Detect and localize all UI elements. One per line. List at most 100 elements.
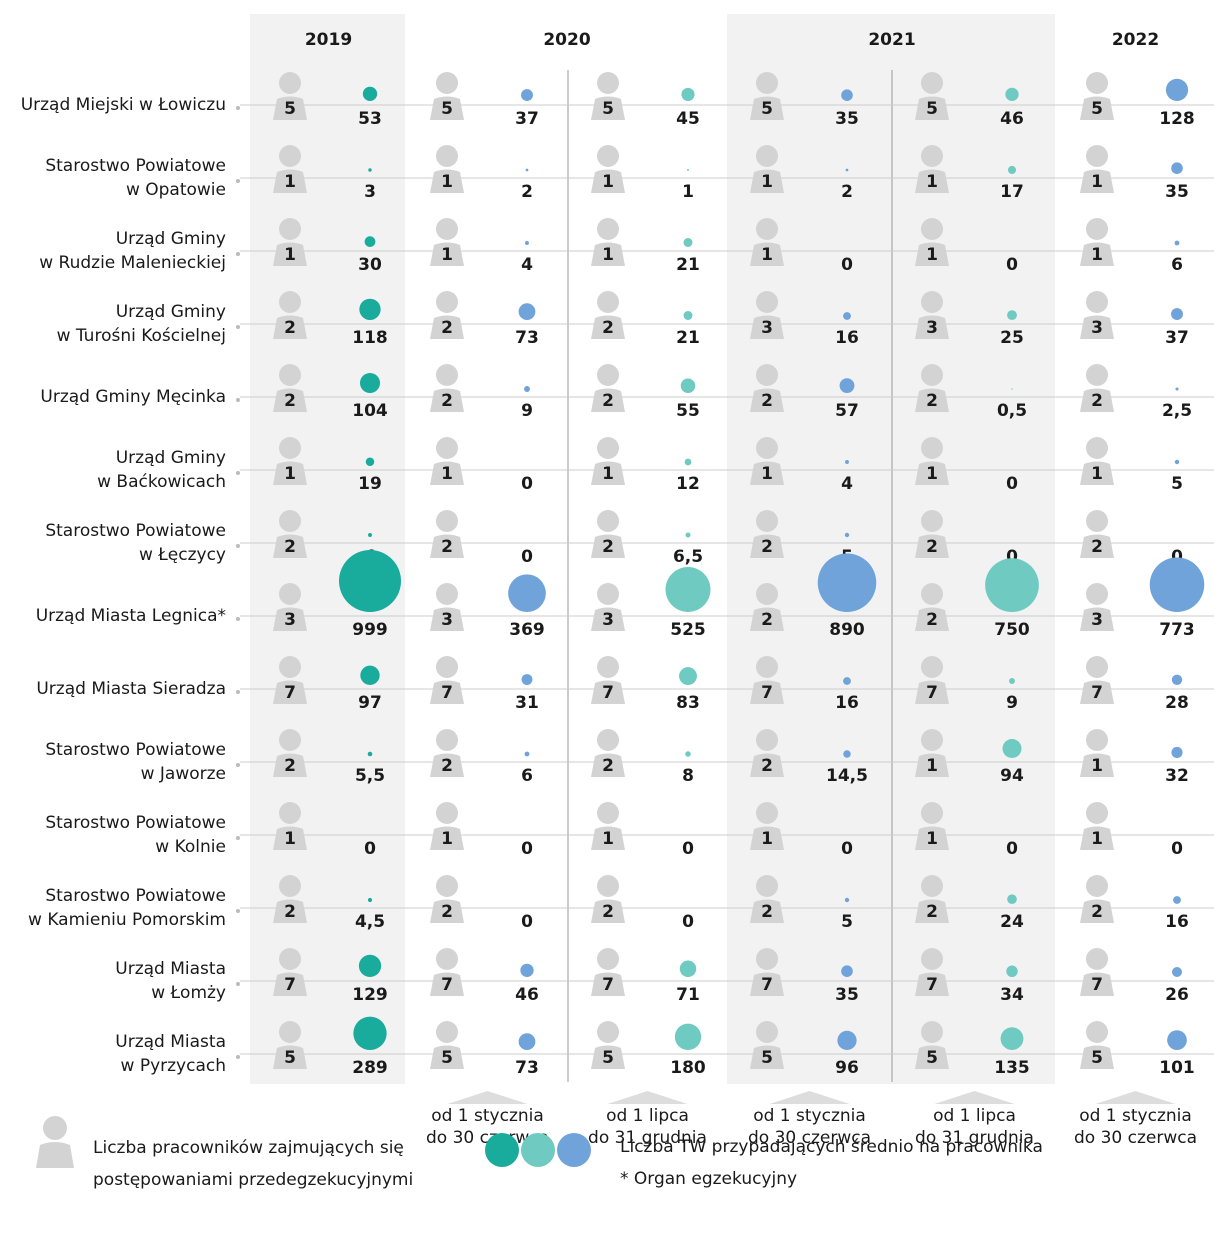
person-body [750, 680, 784, 704]
bubble [525, 168, 529, 172]
value-label: 135 [994, 1058, 1030, 1078]
person-body [915, 1045, 949, 1069]
person-head [279, 656, 301, 678]
person-body [1080, 388, 1114, 412]
value-label: 5 [1171, 474, 1183, 494]
value-label: 0 [1006, 255, 1018, 275]
row-dot [236, 252, 240, 256]
person-body [1080, 972, 1114, 996]
bubble [367, 897, 373, 903]
value-label: 6 [1171, 255, 1183, 275]
row-dot [236, 909, 240, 913]
bubble [359, 298, 381, 320]
staff-count: 1 [441, 464, 453, 484]
value-label: 118 [352, 328, 388, 348]
person-head [1086, 510, 1108, 532]
staff-count: 1 [284, 829, 296, 849]
value-label: 289 [352, 1058, 388, 1078]
row-label: w Opatowie [126, 180, 226, 200]
value-label: 35 [1165, 182, 1189, 202]
person-body [750, 315, 784, 339]
staff-count: 1 [602, 172, 614, 192]
value-label: 129 [352, 985, 388, 1005]
person-body [1080, 1045, 1114, 1069]
bubble [1171, 966, 1183, 977]
person-body [273, 388, 307, 412]
staff-count: 5 [926, 99, 938, 119]
value-label: 0 [841, 255, 853, 275]
staff-count: 3 [926, 318, 938, 338]
value-label: 0 [521, 839, 533, 859]
person-body [1080, 607, 1114, 631]
person-head [1086, 583, 1108, 605]
staff-count: 5 [602, 1048, 614, 1068]
person-body [430, 680, 464, 704]
row-label: Starostwo Powiatowe [45, 740, 226, 760]
person-head [279, 218, 301, 240]
value-label: 2,5 [1162, 401, 1192, 421]
person-head [756, 948, 778, 970]
person-body [591, 899, 625, 923]
person-head [279, 875, 301, 897]
person-head [921, 291, 943, 313]
legend-swatch [485, 1133, 519, 1167]
row-label: Urząd Miasta [115, 1032, 226, 1052]
bubble [837, 1030, 857, 1050]
value-label: 21 [676, 328, 700, 348]
value-label: 128 [1159, 109, 1195, 129]
value-label: 45 [676, 109, 700, 129]
year-label: 2019 [305, 30, 352, 50]
bubble [508, 574, 546, 612]
person-head [436, 72, 458, 94]
person-head [597, 145, 619, 167]
person-head [1086, 1021, 1108, 1043]
bubble [843, 677, 851, 685]
period-marker [607, 1091, 688, 1104]
staff-count: 2 [926, 902, 938, 922]
value-label: 37 [515, 109, 539, 129]
period-label: od 1 lipca [606, 1106, 689, 1126]
period-marker [447, 1091, 528, 1104]
staff-count: 1 [1091, 245, 1103, 265]
staff-count: 1 [284, 172, 296, 192]
person-head [597, 510, 619, 532]
staff-count: 7 [602, 683, 614, 703]
bubble [358, 954, 382, 977]
legend-text: Liczba TW przypadających średnio na prac… [620, 1137, 1043, 1157]
person-body [750, 1045, 784, 1069]
bubble [362, 86, 378, 102]
value-label: 17 [1000, 182, 1024, 202]
bubble [985, 558, 1039, 612]
staff-count: 2 [761, 610, 773, 630]
person-body [273, 169, 307, 193]
row-label: Starostwo Powiatowe [45, 156, 226, 176]
person-body [591, 1045, 625, 1069]
person-head [756, 729, 778, 751]
person-body [1080, 242, 1114, 266]
person-head [756, 437, 778, 459]
staff-count: 3 [602, 610, 614, 630]
person-head [1086, 729, 1108, 751]
person-head [597, 437, 619, 459]
person-head [756, 875, 778, 897]
value-label: 73 [515, 1058, 539, 1078]
person-body [915, 315, 949, 339]
person-body [430, 315, 464, 339]
value-label: 2 [841, 182, 853, 202]
value-label: 71 [676, 985, 700, 1005]
person-body [750, 169, 784, 193]
row-dot [236, 544, 240, 548]
value-label: 0 [521, 547, 533, 567]
person-body [273, 753, 307, 777]
person-head [436, 364, 458, 386]
value-label: 1 [682, 182, 694, 202]
person-head [597, 72, 619, 94]
person-head [279, 583, 301, 605]
value-label: 0 [364, 839, 376, 859]
person-body [430, 534, 464, 558]
bubble [1174, 459, 1180, 465]
staff-count: 2 [926, 537, 938, 557]
legend-person-body [36, 1142, 74, 1168]
bubble [845, 460, 849, 464]
bubble [1002, 738, 1022, 759]
